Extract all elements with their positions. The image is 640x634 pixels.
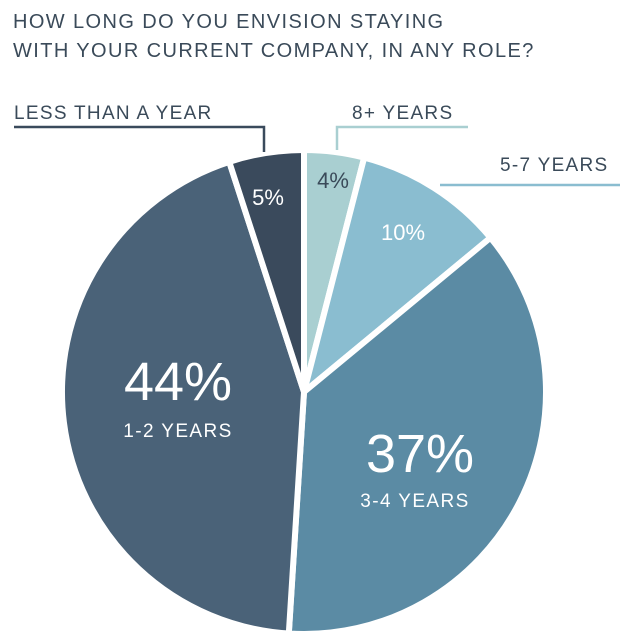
label-1-2-years: 1-2 years bbox=[123, 421, 232, 442]
value-3-4-years: 37% bbox=[366, 424, 474, 484]
leader-line-8plus-years bbox=[335, 125, 468, 150]
label-5-7-years: 5-7 years bbox=[500, 155, 609, 176]
value-less-than-a-year: 5% bbox=[252, 185, 284, 210]
leader-line-less-than-a-year bbox=[14, 125, 266, 152]
pie-slice-1-2-years bbox=[59, 158, 307, 634]
value-1-2-years: 44% bbox=[124, 352, 232, 412]
leader-lines bbox=[14, 125, 620, 187]
value-8plus-years: 4% bbox=[317, 168, 349, 193]
label-8plus-years: 8+ years bbox=[352, 103, 453, 124]
pie-slice-3-4-years bbox=[285, 234, 549, 634]
chart-title: How long do you envision staying with yo… bbox=[13, 8, 535, 66]
pie-labels: 8+ years 5-7 years Less than a year 4% 1… bbox=[14, 103, 609, 512]
chart-title-line-2: with your current company, in any role? bbox=[13, 40, 535, 62]
pie-slices bbox=[59, 147, 549, 634]
pie-slice-less-than-a-year bbox=[226, 147, 307, 395]
chart-title-line-1: How long do you envision staying bbox=[13, 11, 445, 33]
pie-slice-5-7-years bbox=[301, 154, 494, 395]
label-3-4-years: 3-4 years bbox=[360, 491, 469, 512]
value-5-7-years: 10% bbox=[381, 220, 425, 245]
label-less-than-a-year: Less than a year bbox=[14, 103, 213, 124]
